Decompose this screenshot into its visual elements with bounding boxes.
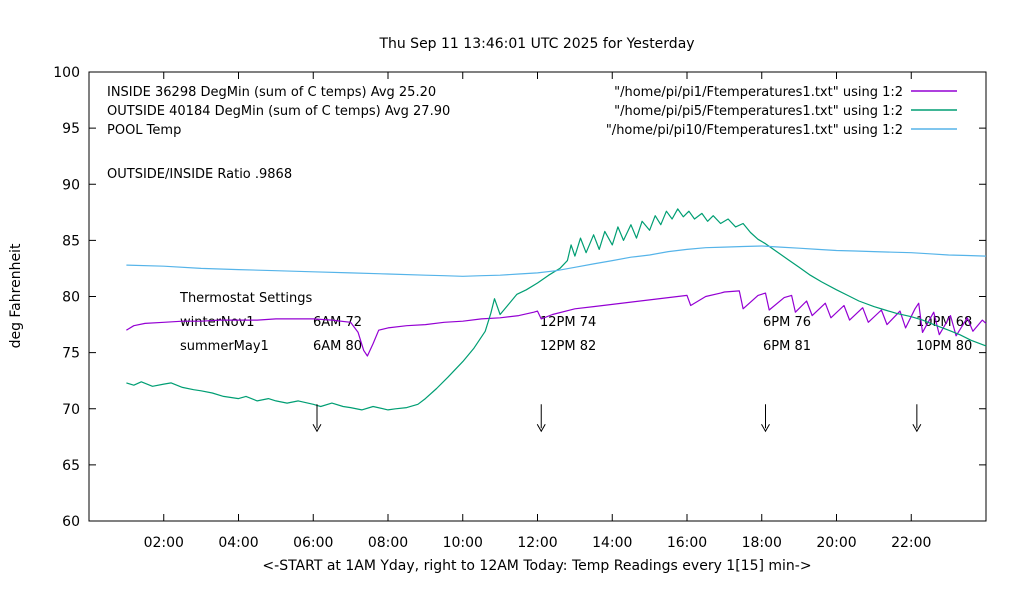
y-tick-label: 95 <box>62 121 80 137</box>
x-axis-label: <-START at 1AM Yday, right to 12AM Today… <box>262 558 811 574</box>
thermostat-summer-6pm: 6PM 81 <box>763 339 811 354</box>
x-tick-label: 12:00 <box>517 535 557 551</box>
legend-file-inside: "/home/pi/pi1/Ftemperatures1.txt" using … <box>614 85 903 100</box>
legend-label-inside: INSIDE 36298 DegMin (sum of C temps) Avg… <box>107 85 436 100</box>
series-line-pool <box>126 245 987 277</box>
legend-file-outside: "/home/pi/pi5/Ftemperatures1.txt" using … <box>614 104 903 119</box>
outside-inside-ratio-label: OUTSIDE/INSIDE Ratio .9868 <box>107 167 292 182</box>
x-tick-label: 16:00 <box>667 535 707 551</box>
x-tick-label: 14:00 <box>592 535 632 551</box>
x-tick-label: 22:00 <box>891 535 931 551</box>
chart-title: Thu Sep 11 13:46:01 UTC 2025 for Yesterd… <box>378 36 694 52</box>
thermostat-winter-6pm: 6PM 76 <box>763 315 811 330</box>
thermostat-winter-name: winterNov1 <box>180 315 255 330</box>
y-tick-label: 75 <box>62 346 80 362</box>
series-line-inside <box>126 290 987 357</box>
y-tick-label: 60 <box>62 514 80 530</box>
x-tick-label: 08:00 <box>368 535 408 551</box>
x-tick-label: 20:00 <box>816 535 856 551</box>
thermostat-winter-12pm: 12PM 74 <box>540 315 596 330</box>
x-tick-label: 06:00 <box>293 535 333 551</box>
y-tick-label: 70 <box>62 402 80 418</box>
legend: INSIDE 36298 DegMin (sum of C temps) Avg… <box>107 85 903 138</box>
y-tick-label: 90 <box>62 177 80 193</box>
thermostat-summer-10pm: 10PM 80 <box>916 339 972 354</box>
thermostat-time-arrow-head <box>536 423 546 433</box>
x-tick-label: 18:00 <box>742 535 782 551</box>
thermostat-time-arrow-head <box>761 423 770 433</box>
y-tick-label: 100 <box>53 65 80 81</box>
legend-label-pool: POOL Temp <box>107 123 181 138</box>
thermostat-settings: Thermostat Settings winterNov1 6AM 72 12… <box>179 291 972 354</box>
legend-label-outside: OUTSIDE 40184 DegMin (sum of C temps) Av… <box>107 104 450 119</box>
x-tick-label: 02:00 <box>144 535 184 551</box>
thermostat-time-arrow-head <box>912 423 922 433</box>
plot-dynamic-layer: 02:00 04:00 06:00 08:00 10:00 12:00 14:00 16:00… <box>53 65 987 551</box>
thermostat-winter-6am: 6AM 72 <box>313 315 362 330</box>
y-axis-label: deg Fahrenheit <box>8 243 24 348</box>
thermostat-summer-12pm: 12PM 82 <box>540 339 596 354</box>
thermostat-heading: Thermostat Settings <box>179 291 313 306</box>
thermostat-summer-name: summerMay1 <box>180 339 269 354</box>
x-tick-label: 10:00 <box>443 535 483 551</box>
y-tick-label: 80 <box>62 290 80 306</box>
thermostat-time-arrow-head <box>312 423 322 433</box>
y-tick-label: 65 <box>62 458 80 474</box>
series-line-outside <box>126 208 987 411</box>
legend-file-pool: "/home/pi/pi10/Ftemperatures1.txt" using… <box>606 123 903 138</box>
x-tick-label: 04:00 <box>218 535 258 551</box>
y-tick-label: 85 <box>62 233 80 249</box>
thermostat-summer-6am: 6AM 80 <box>313 339 362 354</box>
